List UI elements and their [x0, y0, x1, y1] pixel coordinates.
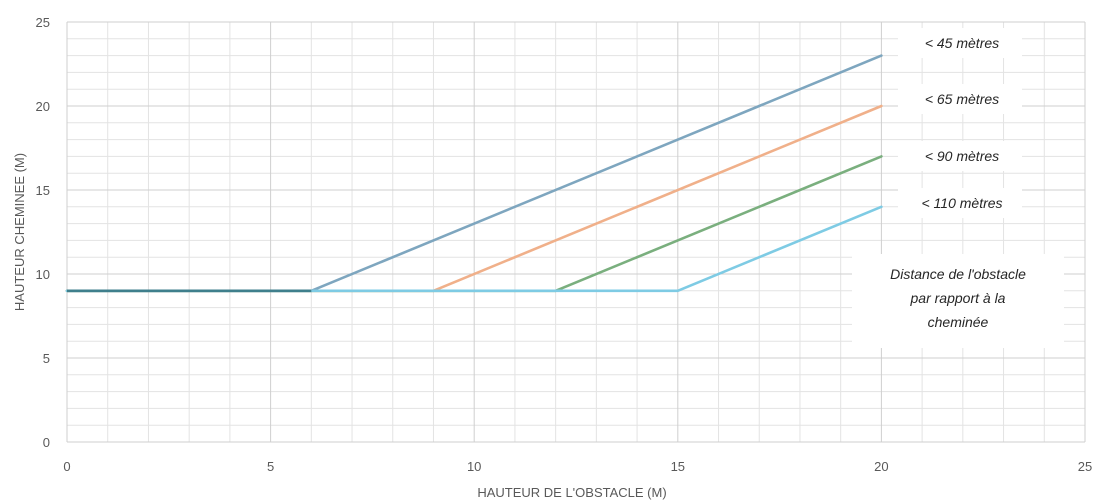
x-tick-label: 10: [467, 459, 481, 474]
series-label-background: [898, 28, 1022, 58]
label-backgrounds: [898, 28, 1022, 218]
y-tick-label: 0: [43, 435, 50, 450]
major-gridlines: [66, 21, 1086, 443]
y-axis-tick-labels: 0 5 10 15 20 25: [36, 15, 50, 450]
series-label-background: [898, 188, 1022, 218]
series-label-3: < 90 mètres: [925, 148, 999, 164]
x-tick-label: 20: [874, 459, 888, 474]
x-axis-tick-labels: 0 5 10 15 20 25: [63, 459, 1092, 474]
series-lines: [65, 54, 883, 293]
series-label-background: [898, 84, 1022, 114]
series-label-1: < 45 mètres: [925, 35, 999, 51]
series-label-4: < 110 mètres: [921, 195, 1002, 211]
x-axis-title: HAUTEUR DE L'OBSTACLE (M): [477, 485, 666, 500]
x-tick-label: 0: [63, 459, 70, 474]
y-tick-label: 25: [36, 15, 50, 30]
x-tick-label: 15: [671, 459, 685, 474]
series-labels: < 45 mètres < 65 mètres < 90 mètres < 110 m…: [921, 35, 1002, 211]
y-tick-label: 5: [43, 351, 50, 366]
annotation-line-3: cheminée: [928, 314, 989, 330]
annotation-background: [852, 254, 1064, 348]
series-label-background: [898, 141, 1022, 171]
y-tick-label: 10: [36, 267, 50, 282]
x-tick-label: 5: [267, 459, 274, 474]
annotation-line-2: par rapport à la: [910, 290, 1006, 306]
annotation: Distance de l'obstacle par rapport à la …: [852, 254, 1064, 348]
x-tick-label: 25: [1078, 459, 1092, 474]
y-tick-label: 15: [36, 183, 50, 198]
annotation-line-1: Distance de l'obstacle: [890, 266, 1026, 282]
series-label-2: < 65 mètres: [925, 91, 999, 107]
y-axis-title: HAUTEUR CHEMINEE (M): [12, 153, 27, 311]
y-tick-label: 20: [36, 99, 50, 114]
